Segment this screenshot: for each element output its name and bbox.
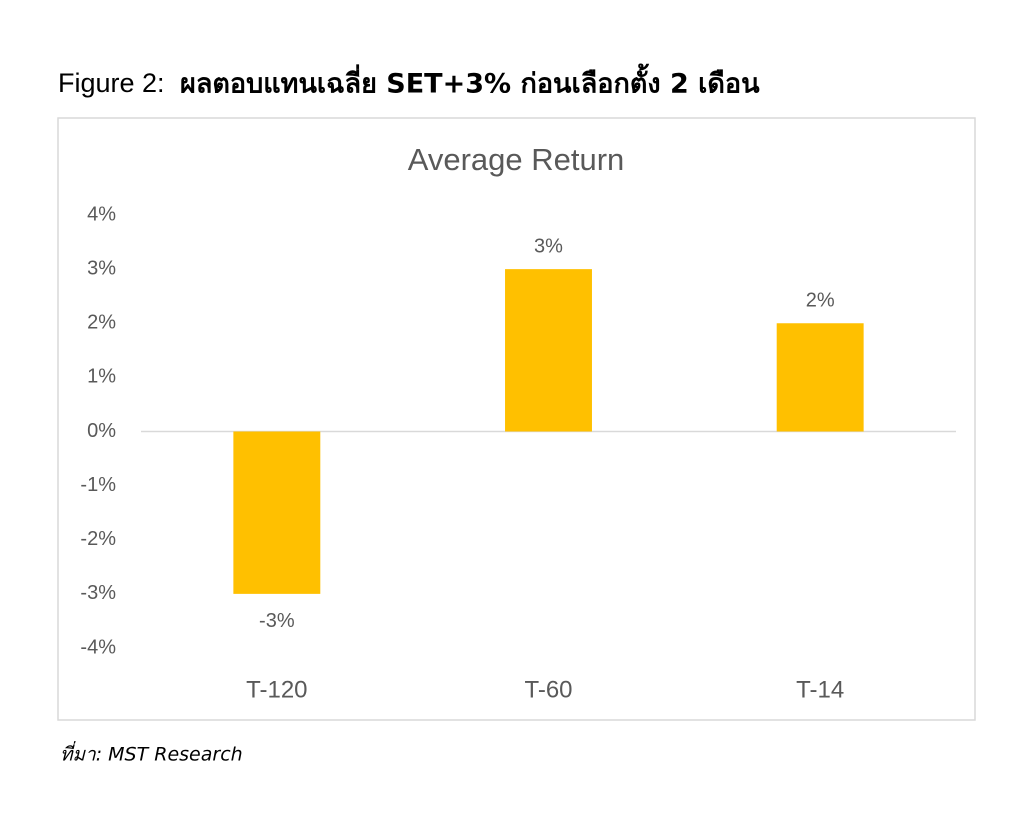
- y-tick-label: 4%: [87, 203, 116, 225]
- y-tick-label: 2%: [87, 312, 116, 334]
- y-tick-label: -4%: [80, 636, 116, 658]
- x-tick-label: T-60: [524, 676, 572, 703]
- chart-title: Average Return: [408, 142, 625, 177]
- y-tick-label: 3%: [87, 257, 116, 279]
- value-label: 3%: [534, 235, 563, 257]
- x-tick-label: T-120: [246, 676, 307, 703]
- value-label: -3%: [259, 610, 295, 632]
- y-tick-label: 0%: [87, 420, 116, 442]
- y-tick-label: 1%: [87, 366, 116, 388]
- x-tick-label: T-14: [796, 676, 844, 703]
- bar: [233, 431, 321, 594]
- y-tick-label: -2%: [80, 528, 116, 550]
- y-tick-label: -3%: [80, 582, 116, 604]
- bar: [505, 269, 592, 432]
- source-note: ที่มา: MST Research: [60, 741, 243, 766]
- y-tick-label: -1%: [80, 474, 116, 496]
- value-label: 2%: [806, 290, 835, 312]
- bar: [776, 323, 864, 432]
- figure-caption: ผลตอบแทนเฉลี่ย SET+3% ก่อนเลือกตั้ง 2 เด…: [180, 63, 760, 100]
- figure-label: Figure 2:: [58, 68, 165, 98]
